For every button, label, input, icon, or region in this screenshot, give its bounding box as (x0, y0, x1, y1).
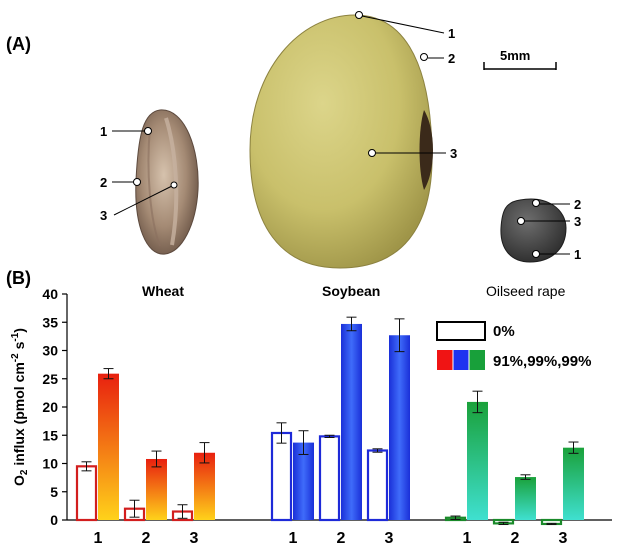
rape-point-3: 3 (517, 214, 581, 229)
rape-point-2: 2 (532, 197, 581, 212)
group-label-soybean: Soybean (322, 283, 380, 299)
legend-red-swatch (437, 350, 453, 370)
y-tick-label: 25 (42, 371, 58, 387)
panel-b-label: (B) (6, 268, 31, 288)
bar-filled-oilseed-rape-3 (563, 447, 584, 520)
y-tick-label: 0 (50, 512, 58, 528)
legend-open-swatch (436, 321, 486, 341)
y-tick-label: 30 (42, 343, 58, 359)
bar-filled-soybean-1 (293, 442, 314, 520)
x-category-label: 2 (142, 530, 151, 547)
bar-open-soybean-2 (318, 435, 341, 522)
svg-text:2: 2 (100, 175, 107, 190)
svg-text:1: 1 (574, 247, 581, 262)
x-category-label: 2 (337, 530, 346, 547)
legend-blue-swatch (453, 350, 469, 370)
bar-open-soybean-1 (270, 431, 293, 522)
bar-open-soybean-3 (366, 449, 389, 522)
x-category-label: 1 (289, 530, 298, 547)
x-category-label: 1 (463, 530, 472, 547)
wheat-point-1: 1 (100, 124, 152, 139)
y-axis-label: O2 influx (pmol cm-2 s-1) (10, 328, 30, 486)
wheat-point-2: 2 (100, 175, 141, 190)
y-tick-label: 20 (42, 399, 58, 415)
scale-bar: 5mm (483, 48, 557, 70)
svg-text:1: 1 (100, 124, 107, 139)
wheat-grain-photo (135, 109, 199, 255)
soybean-point-3: 3 (368, 146, 457, 161)
x-category-label: 2 (511, 530, 520, 547)
bars (75, 316, 584, 526)
bar-open-wheat-1 (75, 465, 98, 522)
bar-filled-soybean-3 (389, 335, 410, 520)
wheat-point-3: 3 (100, 181, 178, 223)
bar-filled-oilseed-rape-1 (467, 401, 488, 520)
bar-filled-wheat-2 (146, 458, 167, 520)
svg-text:5mm: 5mm (500, 48, 530, 63)
legend: 0% 91%,99%,99% (436, 321, 591, 370)
rape-point-1: 1 (532, 247, 581, 262)
bar-filled-soybean-2 (341, 323, 362, 520)
svg-text:3: 3 (574, 214, 581, 229)
svg-text:1: 1 (448, 26, 455, 41)
legend-open-label: 0% (493, 323, 515, 340)
bar-filled-wheat-3 (194, 452, 215, 520)
group-label-wheat: Wheat (142, 283, 184, 299)
y-tick-label: 35 (42, 314, 58, 330)
panel-a-label: (A) (6, 34, 31, 54)
svg-text:3: 3 (100, 208, 107, 223)
oilseed-rape-photo (500, 198, 567, 263)
svg-text:2: 2 (448, 51, 455, 66)
soybean-photo (249, 14, 433, 269)
svg-text:2: 2 (574, 197, 581, 212)
y-tick-label: 15 (42, 427, 58, 443)
svg-text:3: 3 (450, 146, 457, 161)
soybean-point-2: 2 (420, 51, 455, 66)
group-label-oilseed-rape: Oilseed rape (486, 283, 566, 299)
bar-filled-oilseed-rape-2 (515, 477, 536, 520)
x-category-label: 1 (94, 530, 103, 547)
x-category-label: 3 (385, 530, 394, 547)
x-categories: 1 2 3 1 2 3 1 2 3 (94, 530, 568, 547)
y-tick-label: 40 (42, 286, 58, 302)
y-ticks: 0 5 10 15 20 25 30 35 40 (42, 286, 67, 528)
y-tick-label: 10 (42, 456, 58, 472)
soybean-point-1: 1 (355, 11, 455, 41)
bar-filled-wheat-1 (98, 373, 119, 520)
x-category-label: 3 (190, 530, 199, 547)
legend-filled-label: 91%,99%,99% (493, 353, 591, 370)
legend-green-swatch (469, 350, 485, 370)
y-tick-label: 5 (50, 484, 58, 500)
x-category-label: 3 (559, 530, 568, 547)
